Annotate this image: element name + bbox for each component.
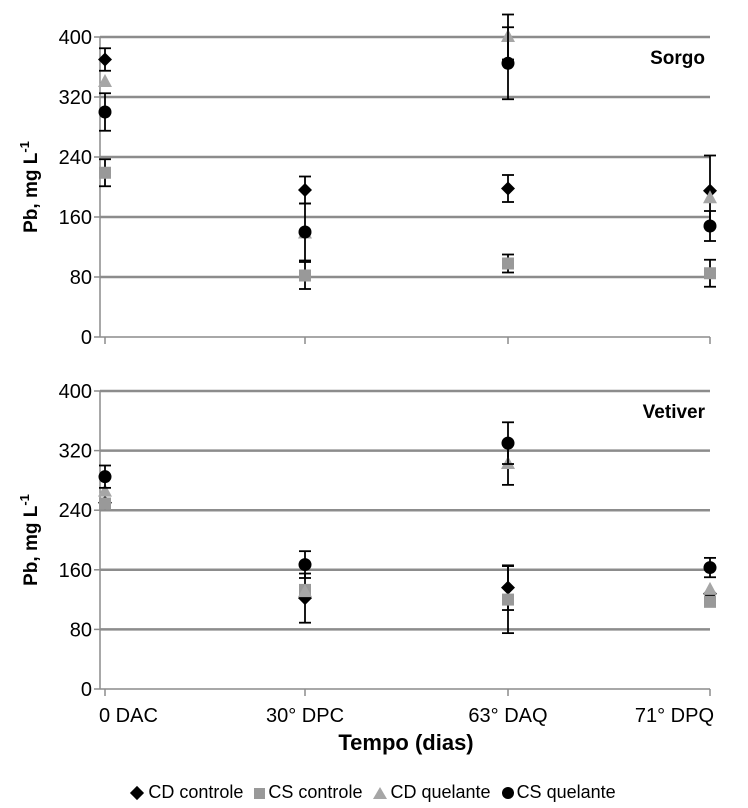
panel-label: Sorgo — [650, 48, 705, 69]
marker-cd-quelante — [703, 581, 717, 595]
y-tick-label: 0 — [81, 327, 92, 349]
marker-cs-controle — [99, 166, 111, 179]
marker-cs-quelante — [298, 558, 312, 572]
y-axis-title-text: Pb, mg L — [21, 152, 42, 233]
triangle-marker-icon — [373, 787, 388, 800]
x-axis-title: Tempo (dias) — [338, 730, 473, 755]
marker-cd-controle — [298, 183, 312, 197]
y-tick-label: 0 — [81, 679, 92, 701]
vetiver-panel: 0 80 160 240 320 400 0 DAC 30° DPC 63° DAQ 71° DP… — [17, 381, 717, 727]
panel-label: Vetiver — [643, 402, 706, 423]
marker-cd-controle — [98, 52, 112, 67]
legend-item-cd-quelante: CD quelante — [373, 782, 491, 803]
marker-cs-quelante — [298, 225, 312, 239]
y-axis-title: Pb, mg L-1 — [17, 494, 42, 586]
y-tick-label: 320 — [59, 441, 92, 463]
marker-cs-quelante — [703, 561, 717, 575]
legend-label: CS quelante — [516, 782, 616, 802]
y-tick-label: 80 — [70, 267, 92, 289]
legend-item-cs-quelante: CS quelante — [501, 782, 616, 803]
y-tick-label: 160 — [59, 207, 92, 229]
y-tick-label: 400 — [59, 27, 92, 49]
marker-cs-quelante — [703, 219, 717, 233]
marker-cs-quelante — [501, 56, 515, 70]
y-tick-label: 160 — [59, 560, 92, 582]
y-tick-label: 240 — [59, 147, 92, 169]
marker-cs-controle — [299, 269, 311, 282]
y-tick-label: 320 — [59, 87, 92, 109]
marker-cs-controle — [704, 595, 716, 608]
legend-item-cd-controle: CD controle — [130, 782, 244, 803]
marker-cs-quelante — [98, 105, 112, 119]
marker-cs-controle — [99, 497, 111, 510]
marker-cs-controle — [502, 593, 514, 606]
marker-cs-controle — [502, 257, 514, 270]
square-marker-icon — [254, 787, 266, 799]
y-tick-label: 240 — [59, 500, 92, 522]
legend-label: CD quelante — [390, 782, 491, 802]
marker-cd-quelante — [98, 483, 112, 497]
x-tick-label: 0 DAC — [99, 705, 158, 727]
x-tick-label: 63° DAQ — [468, 705, 547, 727]
marker-cs-controle — [704, 267, 716, 280]
x-tick-label: 71° DPQ — [635, 705, 714, 727]
marker-cs-quelante — [98, 470, 112, 484]
legend-label: CD controle — [148, 782, 244, 802]
y-axis-title-superscript: -1 — [17, 141, 32, 153]
marker-cd-quelante — [98, 74, 112, 87]
legend-item-cs-controle: CS controle — [254, 782, 362, 803]
y-axis-title-superscript: -1 — [17, 494, 32, 506]
marker-cd-controle — [501, 181, 515, 196]
marker-cd-quelante — [703, 190, 717, 204]
y-axis-title-text: Pb, mg L — [21, 505, 42, 586]
legend: CD controle CS controle CD quelante CS q… — [0, 782, 748, 803]
legend-label: CS controle — [268, 782, 363, 802]
sorgo-panel: 0 80 160 240 320 400 Pb, mg L-1 Sorgo — [17, 13, 717, 349]
diamond-marker-icon — [130, 786, 145, 801]
y-axis-title: Pb, mg L-1 — [17, 141, 42, 233]
marker-cd-quelante — [298, 584, 312, 598]
y-tick-label: 80 — [70, 619, 92, 641]
marker-cs-quelante — [501, 436, 515, 450]
circle-marker-icon — [501, 787, 514, 800]
y-tick-label: 400 — [59, 381, 92, 403]
x-tick-label: 30° DPC — [266, 705, 344, 727]
